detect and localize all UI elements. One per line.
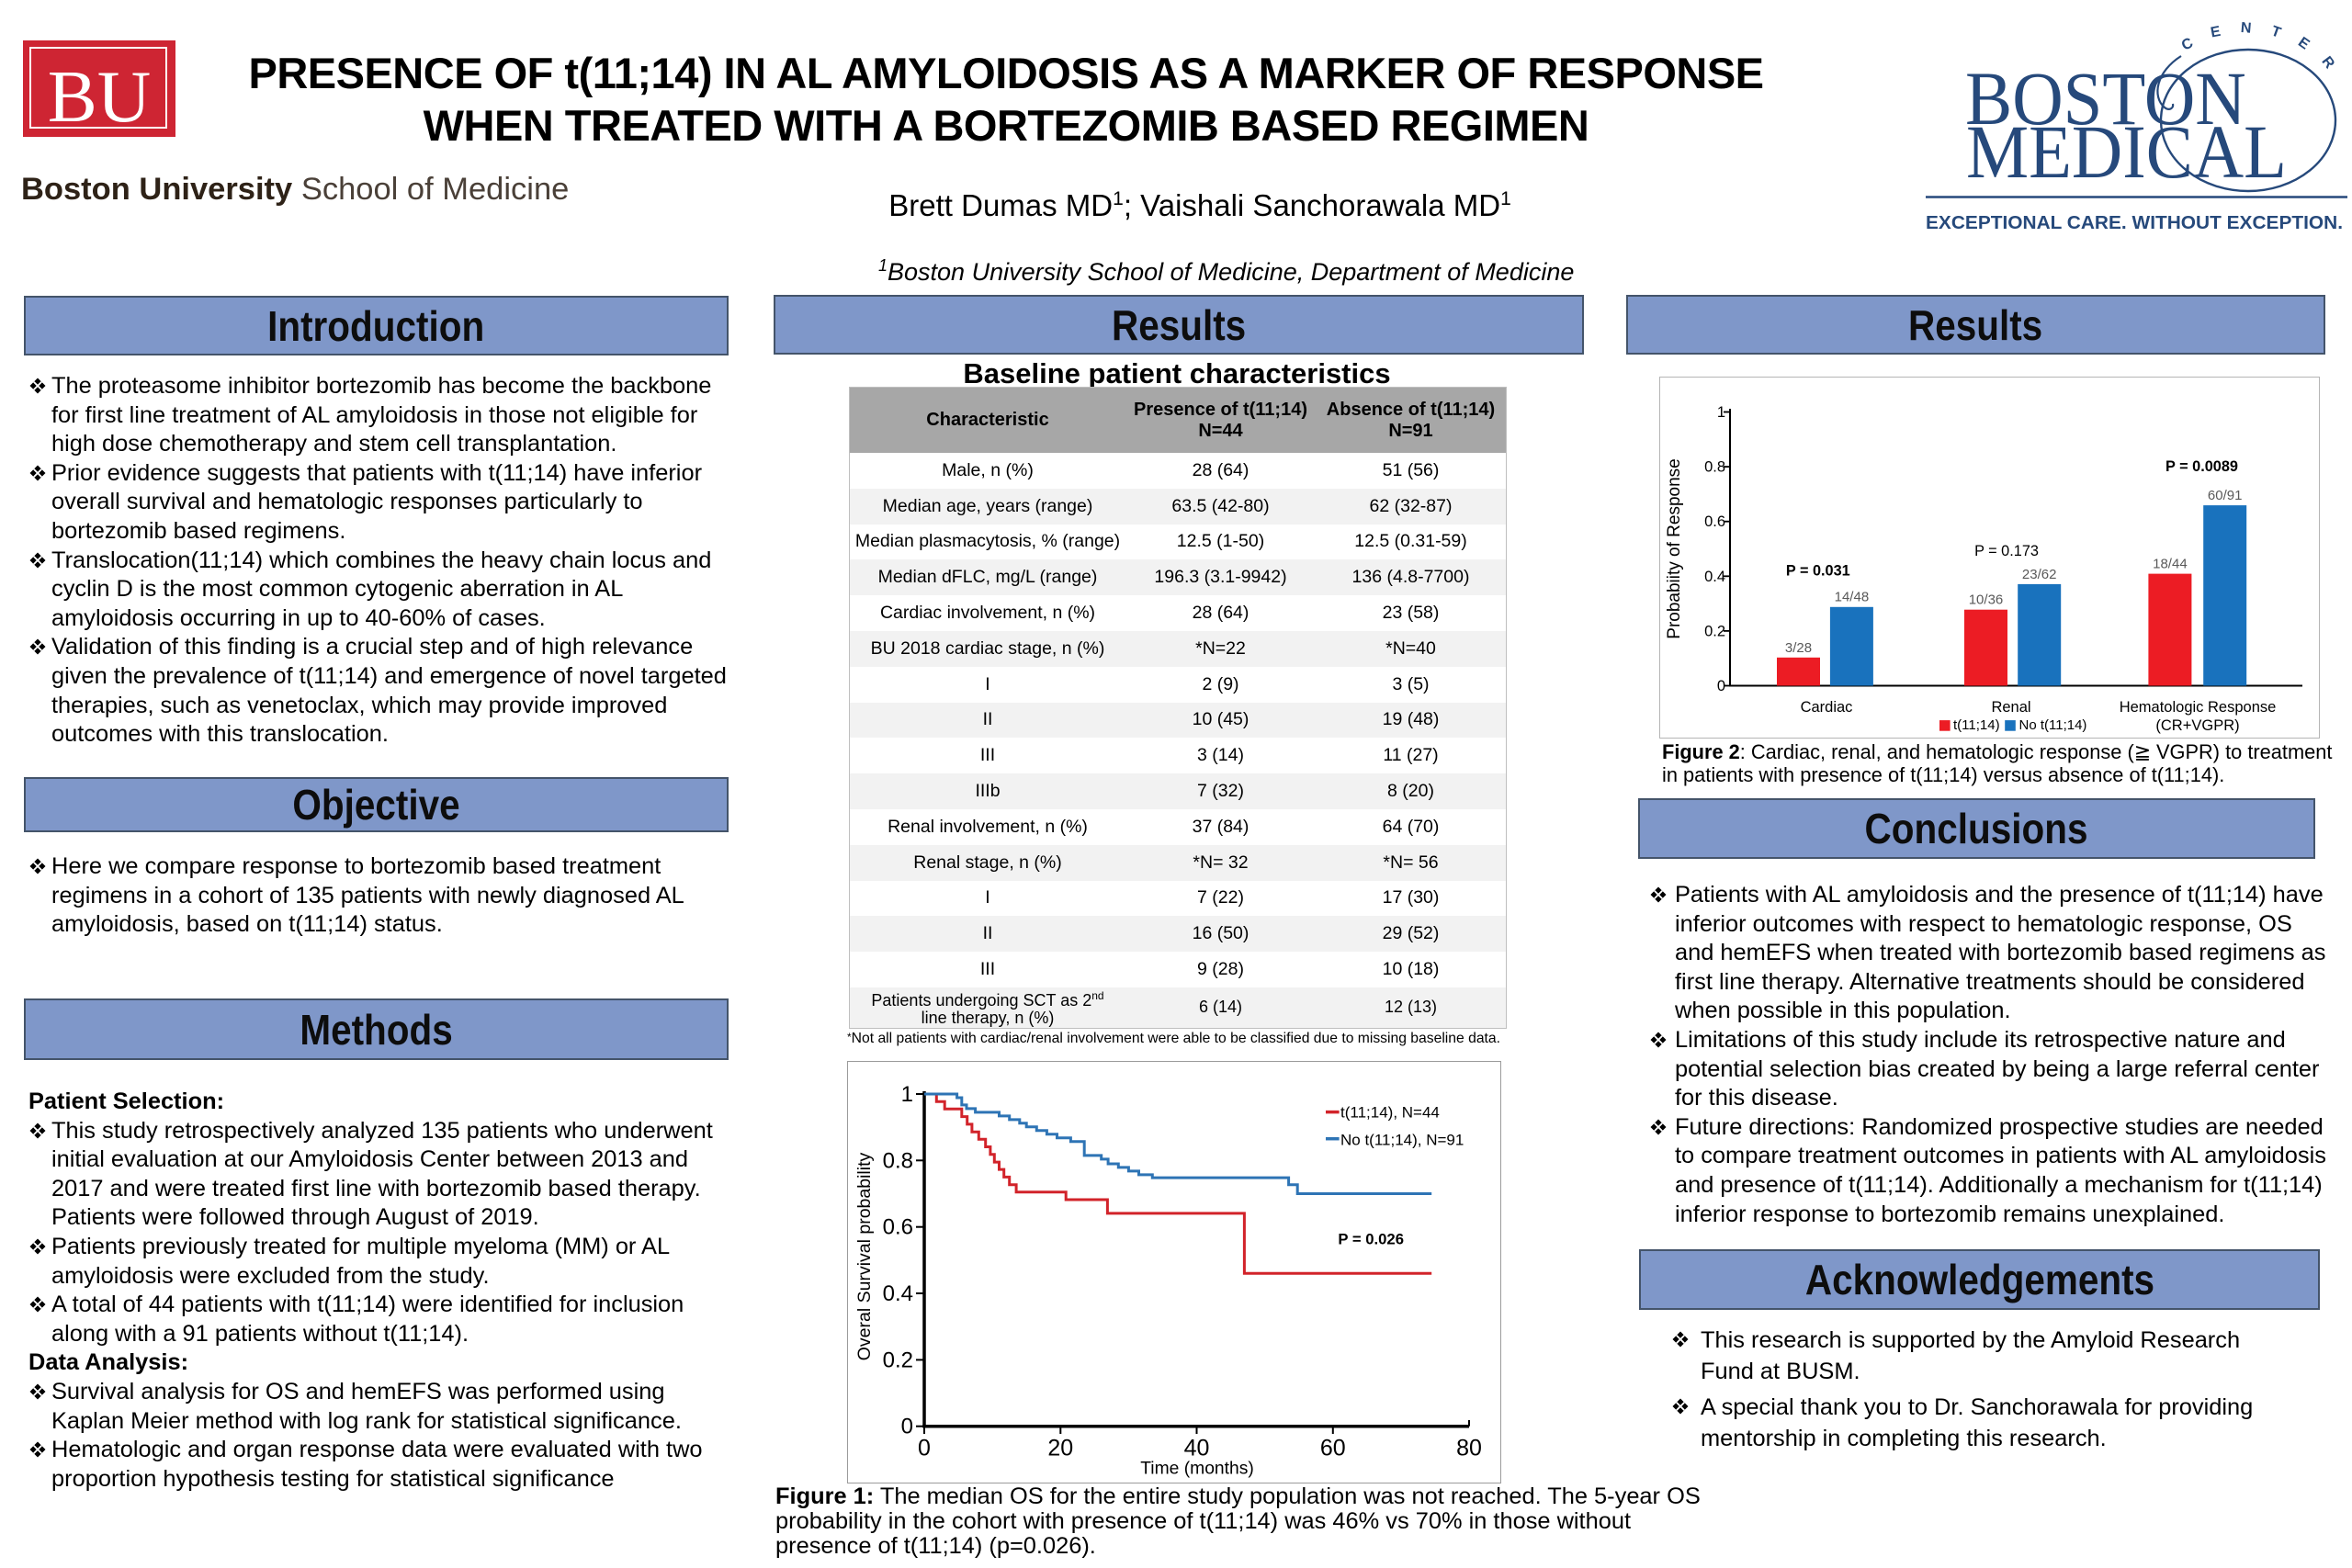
svg-text:Overal Survival probability: Overal Survival probability: [854, 1153, 875, 1361]
svg-text:60/91: 60/91: [2208, 488, 2243, 503]
svg-text:No t(11;14), N=91: No t(11;14), N=91: [1340, 1131, 1464, 1148]
svg-text:0.4: 0.4: [1704, 569, 1725, 585]
svg-text:0: 0: [918, 1435, 931, 1461]
svg-text:23/62: 23/62: [2022, 567, 2057, 582]
svg-text:Cardiac: Cardiac: [1801, 699, 1853, 716]
svg-text:60: 60: [1320, 1435, 1346, 1461]
svg-text:t(11;14): t(11;14): [1953, 717, 2000, 733]
svg-text:t(11;14), N=44: t(11;14), N=44: [1340, 1104, 1440, 1122]
svg-text:0.6: 0.6: [1704, 513, 1725, 530]
svg-text:P = 0.0089: P = 0.0089: [2165, 458, 2238, 475]
svg-text:20: 20: [1047, 1435, 1073, 1461]
svg-text:Hematologic Response: Hematologic Response: [2120, 699, 2277, 716]
svg-text:1: 1: [1717, 404, 1725, 421]
svg-text:No t(11;14): No t(11;14): [2019, 717, 2087, 733]
svg-text:EXCEPTIONAL CARE. WITHOUT EXCE: EXCEPTIONAL CARE. WITHOUT EXCEPTION.: [1926, 213, 2343, 233]
svg-text:P = 0.173: P = 0.173: [1974, 543, 2039, 559]
svg-text:1: 1: [901, 1082, 913, 1107]
svg-text:0.8: 0.8: [883, 1148, 913, 1173]
svg-text:14/48: 14/48: [1835, 590, 1870, 605]
svg-text:0.2: 0.2: [1704, 623, 1725, 639]
svg-text:10/36: 10/36: [1969, 592, 2004, 608]
svg-text:P = 0.026: P = 0.026: [1338, 1230, 1404, 1247]
svg-text:P = 0.031: P = 0.031: [1786, 562, 1850, 579]
svg-text:0.6: 0.6: [883, 1215, 913, 1240]
svg-text:0.4: 0.4: [883, 1281, 913, 1306]
svg-text:BOSTON: BOSTON: [1965, 57, 2246, 141]
svg-text:MEDICAL: MEDICAL: [1966, 110, 2287, 194]
svg-text:40: 40: [1184, 1435, 1210, 1461]
svg-text:0.8: 0.8: [1704, 459, 1725, 476]
svg-text:0: 0: [1717, 678, 1725, 694]
svg-text:Time (months): Time (months): [1140, 1460, 1254, 1479]
svg-text:0.2: 0.2: [883, 1348, 913, 1372]
svg-text:0: 0: [901, 1415, 913, 1439]
svg-text:3/28: 3/28: [1785, 640, 1812, 656]
svg-text:18/44: 18/44: [2153, 557, 2188, 572]
svg-text:Probabiity of Response: Probabiity of Response: [1665, 458, 1684, 638]
svg-text:(CR+VGPR): (CR+VGPR): [2155, 717, 2239, 734]
svg-text:80: 80: [1456, 1435, 1482, 1461]
svg-text:Renal: Renal: [1991, 699, 2030, 716]
